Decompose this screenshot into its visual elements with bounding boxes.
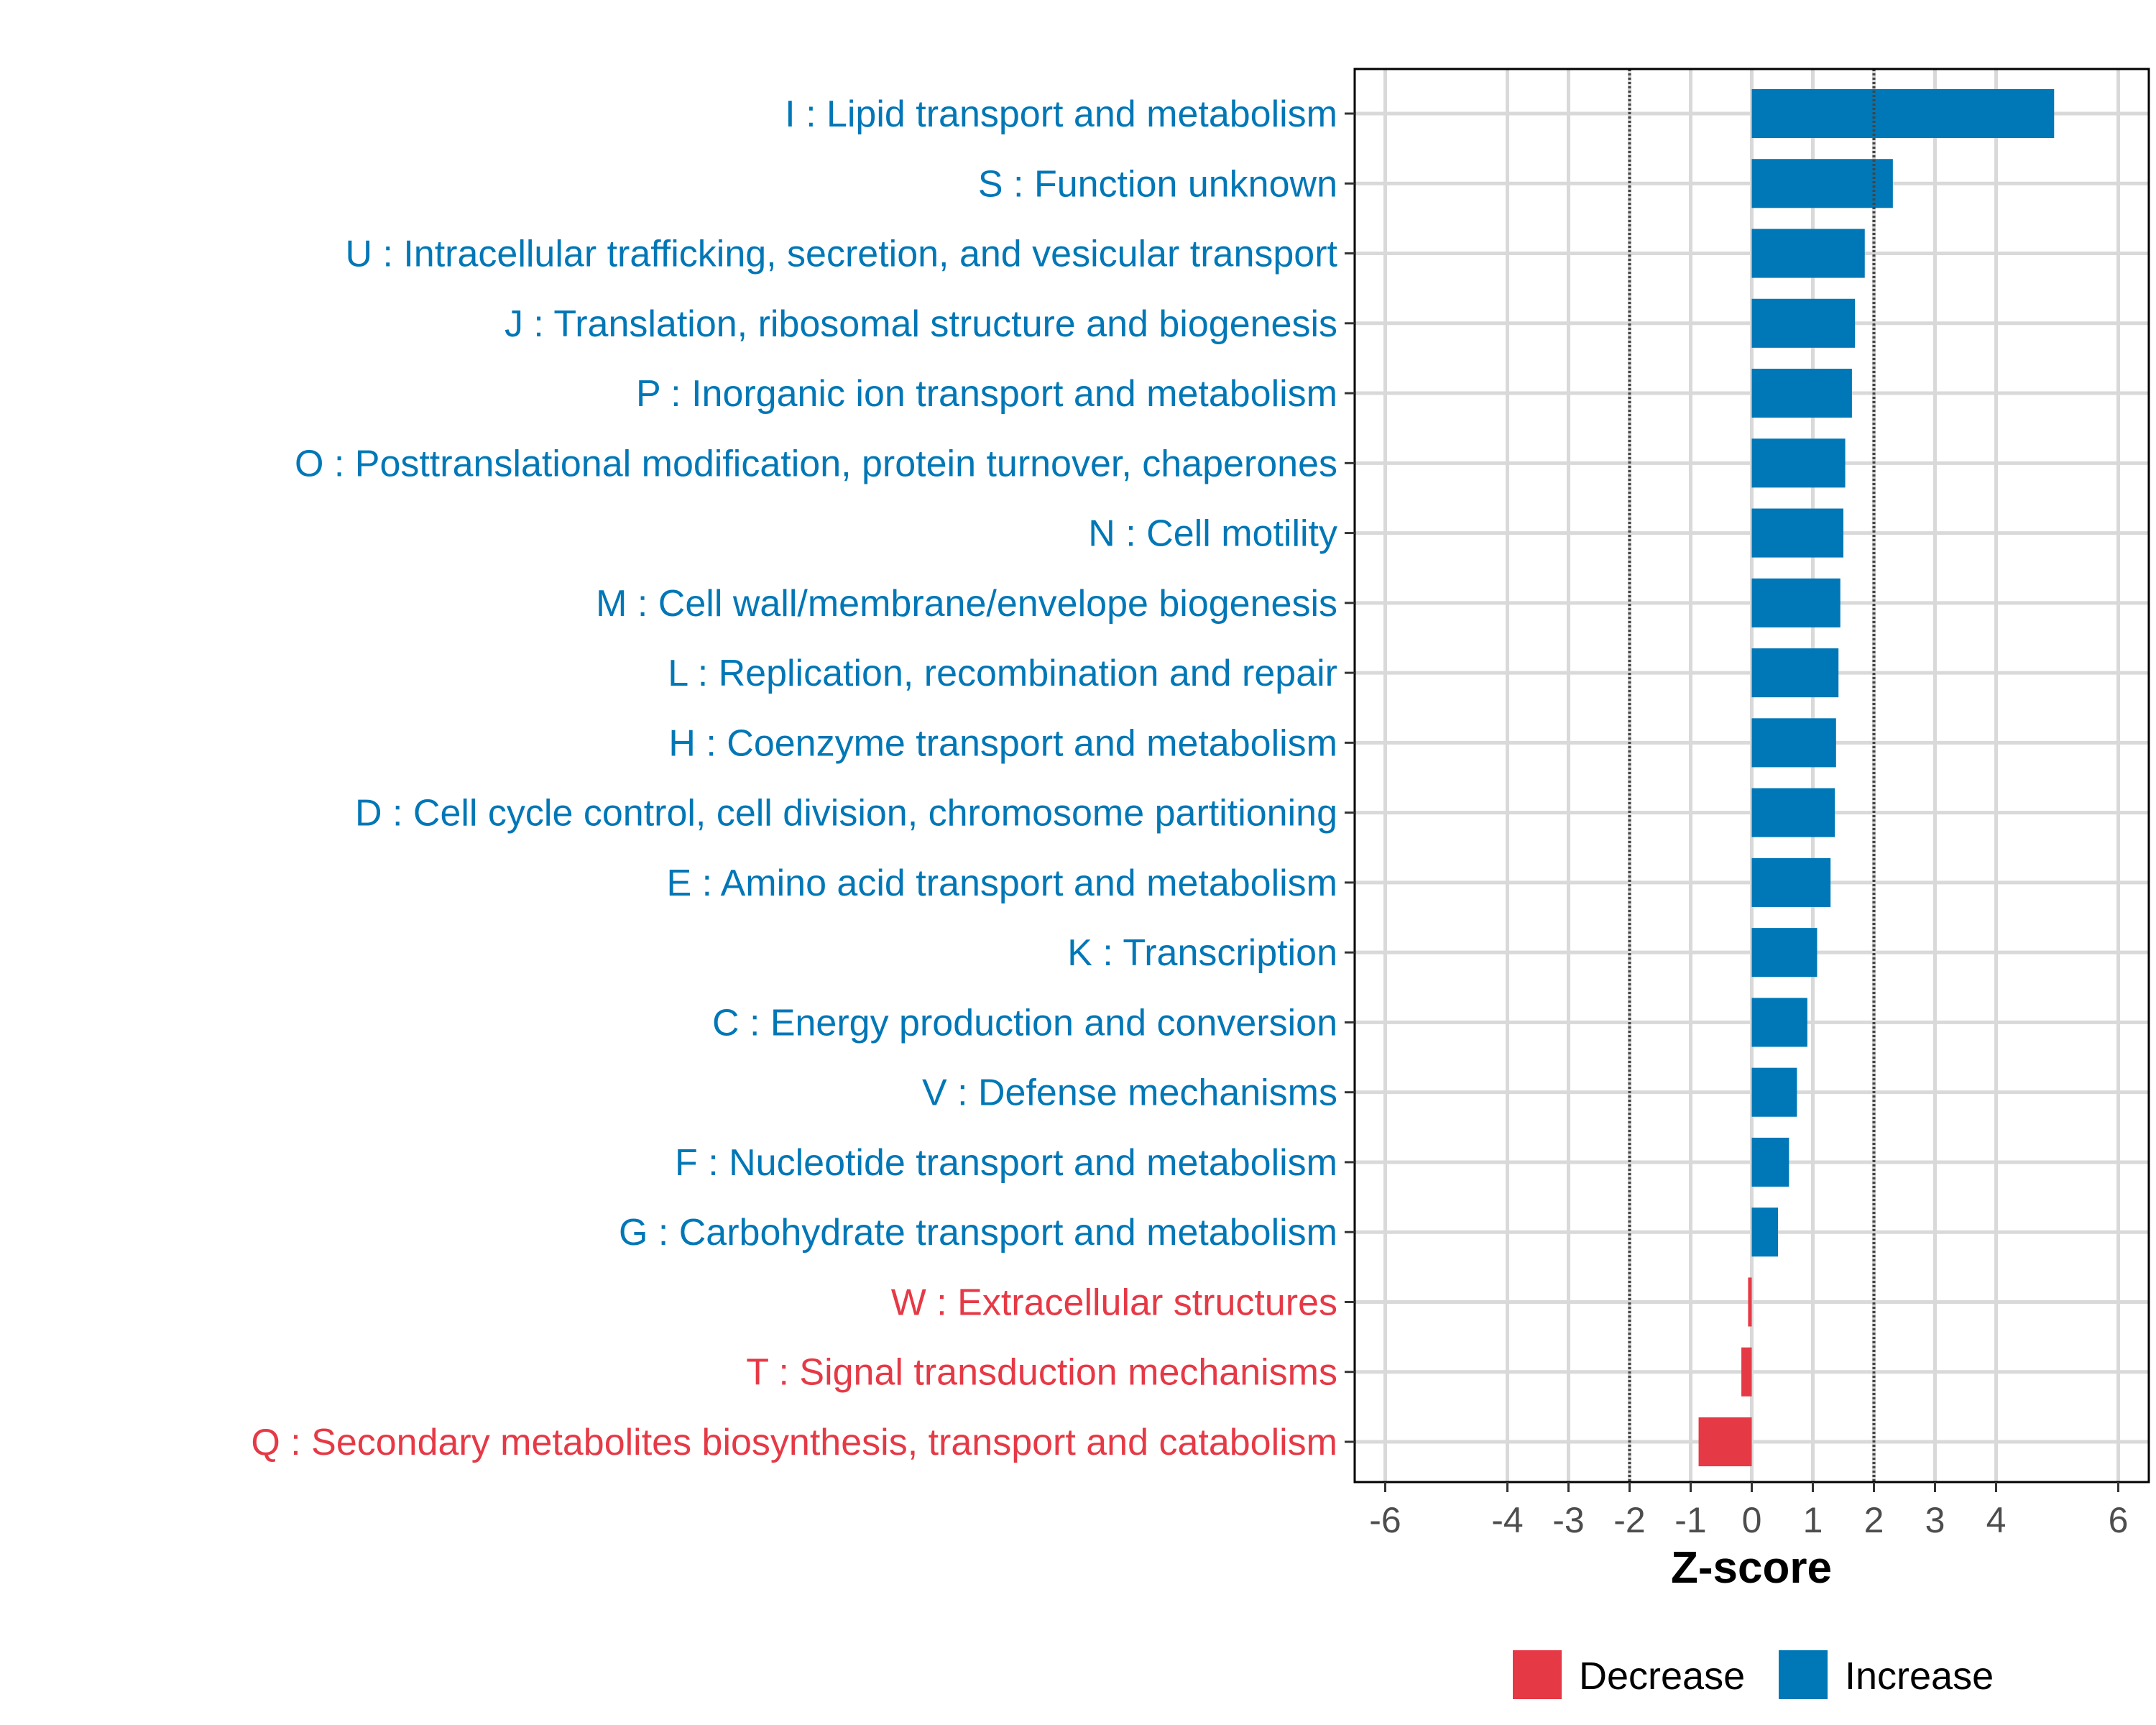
x-tick-label: -4 xyxy=(1491,1500,1523,1540)
y-category-label: M : Cell wall/membrane/envelope biogenes… xyxy=(596,583,1337,625)
y-category-label: L : Replication, recombination and repai… xyxy=(668,653,1337,694)
x-tick-label: -6 xyxy=(1369,1500,1401,1540)
x-tick-label: 2 xyxy=(1864,1500,1884,1540)
y-category-label: J : Translation, ribosomal structure and… xyxy=(505,303,1337,345)
y-category-label: S : Function unknown xyxy=(978,163,1337,205)
grid xyxy=(1355,69,2149,1482)
x-tick-label: 0 xyxy=(1742,1500,1762,1540)
legend: Decrease Increase xyxy=(1513,1650,1994,1699)
x-tick-label: -3 xyxy=(1552,1500,1584,1540)
y-category-label: T : Signal transduction mechanisms xyxy=(746,1352,1337,1394)
bar xyxy=(1751,298,1856,348)
y-category-label: W : Extracellular structures xyxy=(891,1282,1337,1323)
y-category-label: E : Amino acid transport and metabolism xyxy=(666,862,1337,904)
bar xyxy=(1741,1347,1752,1397)
x-axis-ticks: -6 -4 -3 -2 -1 0 1 2 3 4 6 xyxy=(1369,1482,2128,1540)
y-category-label: O : Posttranslational modification, prot… xyxy=(295,443,1337,484)
bar xyxy=(1751,369,1852,418)
bar xyxy=(1751,857,1831,907)
bar xyxy=(1751,998,1807,1047)
y-category-label: G : Carbohydrate transport and metabolis… xyxy=(619,1212,1337,1254)
bars xyxy=(1698,88,2055,1467)
x-tick-label: -1 xyxy=(1674,1500,1706,1540)
y-category-label: D : Cell cycle control, cell division, c… xyxy=(355,793,1337,834)
x-tick-label: 4 xyxy=(1986,1500,2007,1540)
bar xyxy=(1751,159,1893,208)
bar xyxy=(1751,1208,1779,1257)
y-axis-labels: I : Lipid transport and metabolism S : Fu… xyxy=(251,93,1355,1463)
y-category-label: C : Energy production and conversion xyxy=(712,1002,1337,1044)
bar xyxy=(1751,508,1843,558)
legend-label: Increase xyxy=(1845,1655,1994,1698)
y-category-label: N : Cell motility xyxy=(1088,513,1337,555)
x-tick-label: 1 xyxy=(1803,1500,1823,1540)
bar xyxy=(1751,718,1836,768)
legend-label: Decrease xyxy=(1579,1655,1745,1698)
bar xyxy=(1751,578,1841,627)
bar xyxy=(1751,788,1835,837)
reference-lines xyxy=(1628,69,1876,1482)
bar xyxy=(1698,1417,1752,1467)
legend-swatch xyxy=(1779,1650,1828,1699)
legend-swatch xyxy=(1513,1650,1562,1699)
bar xyxy=(1748,1277,1752,1327)
bar xyxy=(1751,928,1818,978)
y-category-label: K : Transcription xyxy=(1067,932,1337,974)
y-category-label: F : Nucleotide transport and metabolism xyxy=(675,1142,1337,1184)
x-tick-label: 3 xyxy=(1925,1500,1945,1540)
x-axis-title: Z-score xyxy=(1671,1543,1832,1593)
x-tick-label: -2 xyxy=(1613,1500,1645,1540)
x-tick-label: 6 xyxy=(2109,1500,2129,1540)
bar xyxy=(1751,1137,1789,1187)
bar xyxy=(1751,1067,1797,1117)
y-category-label: I : Lipid transport and metabolism xyxy=(785,93,1337,135)
y-category-label: H : Coenzyme transport and metabolism xyxy=(668,722,1337,764)
y-category-label: U : Intracellular trafficking, secretion… xyxy=(345,234,1337,275)
bar xyxy=(1751,438,1846,488)
y-category-label: P : Inorganic ion transport and metaboli… xyxy=(636,373,1337,415)
y-category-label: V : Defense mechanisms xyxy=(922,1072,1337,1114)
bar xyxy=(1751,88,2055,139)
y-category-label: Q : Secondary metabolites biosynthesis, … xyxy=(251,1422,1337,1463)
bar xyxy=(1751,648,1839,698)
bar xyxy=(1751,229,1865,278)
